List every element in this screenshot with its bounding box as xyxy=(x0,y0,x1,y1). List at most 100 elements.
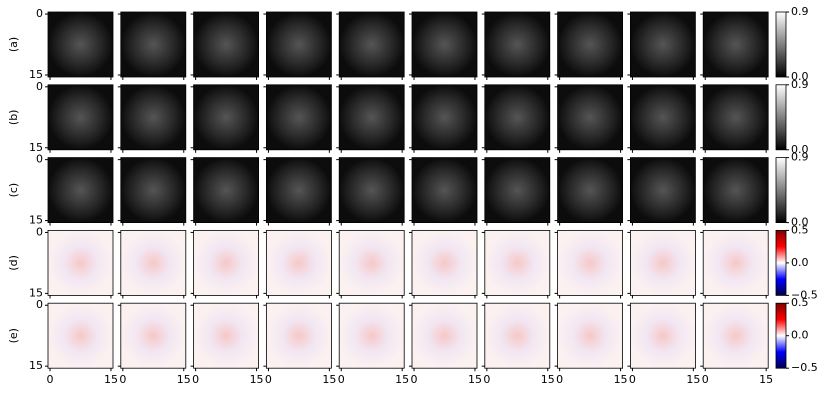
x-tick-label: 0 xyxy=(411,373,418,386)
image-panel xyxy=(338,157,405,224)
colorbar-tick-label: −0.5 xyxy=(791,361,818,374)
image-panel xyxy=(484,302,551,369)
image-panel xyxy=(265,302,332,369)
x-tick-label: 0 xyxy=(556,373,563,386)
image-panel xyxy=(557,157,623,224)
colorbar xyxy=(775,84,787,151)
image-panel xyxy=(411,229,478,296)
x-tick-label: 15 xyxy=(395,373,409,386)
image-panel xyxy=(338,302,405,369)
image-panel xyxy=(120,84,187,151)
x-tick-label: 0 xyxy=(47,373,54,386)
colorbar xyxy=(775,11,787,78)
x-tick-label: 0 xyxy=(338,373,345,386)
image-panel xyxy=(557,302,623,369)
row-label: (a) xyxy=(7,37,20,52)
row-label: (d) xyxy=(7,255,20,271)
row-label: (b) xyxy=(7,110,20,126)
image-panel xyxy=(338,84,405,151)
row-label: (e) xyxy=(7,328,20,343)
image-panel xyxy=(47,302,114,369)
image-panel xyxy=(411,157,478,224)
y-tick-label: 15 xyxy=(29,286,43,299)
image-panel xyxy=(411,302,478,369)
image-panel xyxy=(557,84,623,151)
image-panel xyxy=(120,157,187,224)
row-label: (c) xyxy=(7,183,20,198)
image-panel xyxy=(557,11,623,78)
x-tick-label: 15 xyxy=(759,373,773,386)
image-panel xyxy=(193,11,260,78)
image-panel xyxy=(265,229,332,296)
y-tick-label: 15 xyxy=(29,214,43,227)
image-panel xyxy=(630,157,696,224)
image-panel xyxy=(193,157,260,224)
y-tick-label: 0 xyxy=(36,153,43,166)
image-panel xyxy=(630,229,696,296)
image-panel xyxy=(702,84,769,151)
x-tick-label: 15 xyxy=(541,373,555,386)
colorbar-tick-label: 0.0 xyxy=(791,216,809,229)
image-panel xyxy=(265,84,332,151)
image-panel xyxy=(193,229,260,296)
image-panel xyxy=(47,229,114,296)
image-panel xyxy=(265,11,332,78)
y-tick-label: 15 xyxy=(29,141,43,154)
image-panel xyxy=(557,229,623,296)
x-tick-label: 0 xyxy=(629,373,636,386)
x-tick-label: 0 xyxy=(119,373,126,386)
x-tick-label: 0 xyxy=(483,373,490,386)
image-panel xyxy=(702,229,769,296)
image-panel xyxy=(120,302,187,369)
image-panel xyxy=(484,229,551,296)
x-tick-label: 0 xyxy=(265,373,272,386)
image-panel xyxy=(411,84,478,151)
image-panel xyxy=(702,157,769,224)
x-tick-label: 15 xyxy=(322,373,336,386)
colorbar-tick-label: 0.9 xyxy=(791,5,809,18)
colorbar-tick-label: 0.5 xyxy=(791,223,809,236)
colorbar-tick-label: 0.0 xyxy=(791,143,809,156)
colorbar xyxy=(775,302,787,369)
x-tick-label: 15 xyxy=(250,373,264,386)
image-panel xyxy=(702,11,769,78)
colorbar-tick-label: 0.0 xyxy=(791,70,809,83)
image-panel xyxy=(120,11,187,78)
colorbar-tick-label: 0.9 xyxy=(791,78,809,91)
image-panel xyxy=(630,84,696,151)
colorbar-tick-label: 0.9 xyxy=(791,151,809,164)
x-tick-label: 0 xyxy=(702,373,709,386)
x-tick-label: 15 xyxy=(468,373,482,386)
x-tick-label: 0 xyxy=(192,373,199,386)
x-tick-label: 15 xyxy=(104,373,118,386)
x-tick-label: 15 xyxy=(177,373,191,386)
image-panel xyxy=(484,11,551,78)
image-panel xyxy=(630,11,696,78)
colorbar xyxy=(775,157,787,224)
y-tick-label: 0 xyxy=(36,80,43,93)
y-tick-label: 0 xyxy=(36,225,43,238)
x-tick-label: 15 xyxy=(614,373,628,386)
image-panel xyxy=(265,157,332,224)
image-panel xyxy=(193,302,260,369)
image-panel xyxy=(47,11,114,78)
image-panel xyxy=(484,157,551,224)
image-panel xyxy=(411,11,478,78)
image-panel xyxy=(193,84,260,151)
colorbar-tick-label: 0.5 xyxy=(791,296,809,309)
image-panel xyxy=(120,229,187,296)
colorbar xyxy=(775,229,787,296)
image-panel xyxy=(338,11,405,78)
colorbar-tick-label: 0.0 xyxy=(791,329,809,342)
y-tick-label: 0 xyxy=(36,7,43,20)
image-panel xyxy=(702,302,769,369)
image-panel xyxy=(484,84,551,151)
y-tick-label: 15 xyxy=(29,359,43,372)
y-tick-label: 0 xyxy=(36,298,43,311)
image-panel xyxy=(47,157,114,224)
y-tick-label: 15 xyxy=(29,68,43,81)
image-panel xyxy=(47,84,114,151)
image-panel xyxy=(338,229,405,296)
image-panel xyxy=(630,302,696,369)
